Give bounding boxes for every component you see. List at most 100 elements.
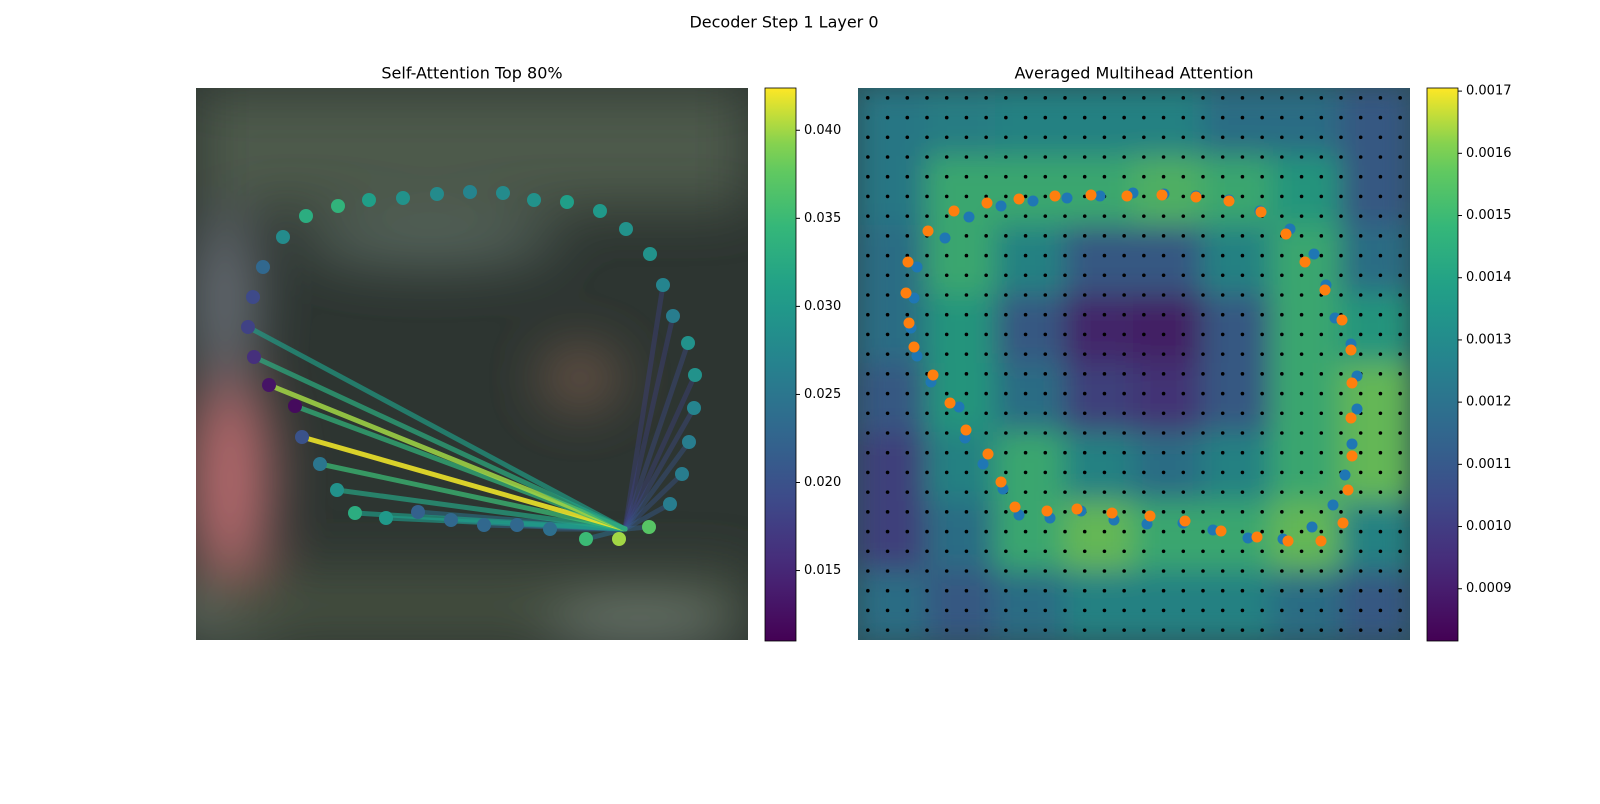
point <box>922 225 934 237</box>
grid-dot <box>1142 549 1146 554</box>
grid-dot <box>1023 549 1028 554</box>
grid-dot <box>1082 273 1087 278</box>
grid-dot <box>1319 588 1324 593</box>
grid-dot <box>1122 332 1126 337</box>
grid-dot <box>1063 391 1067 396</box>
grid-dot <box>1181 293 1186 297</box>
grid-dot <box>1004 588 1008 593</box>
point <box>477 518 491 532</box>
grid-dot <box>1398 352 1402 356</box>
grid-dot <box>1240 549 1245 554</box>
grid-dot <box>1240 194 1245 199</box>
point <box>1342 484 1354 496</box>
grid-dot <box>885 490 890 494</box>
grid-dot <box>984 293 988 297</box>
grid-dot <box>905 352 910 356</box>
grid-dot <box>925 293 929 297</box>
grid-dot <box>885 234 890 238</box>
grid-dot <box>1201 569 1205 573</box>
grid-dot <box>1378 490 1383 494</box>
point <box>612 532 626 546</box>
point <box>1351 403 1363 415</box>
grid-dot <box>1181 608 1186 613</box>
grid-dot <box>925 470 929 475</box>
grid-dot <box>1280 608 1284 613</box>
grid-dot <box>1260 411 1264 416</box>
grid-dot <box>905 431 910 435</box>
grid-dot <box>1319 253 1324 258</box>
grid-dot <box>1319 628 1324 632</box>
grid-dot <box>1082 608 1087 613</box>
heatmap-cell <box>926 88 997 158</box>
point <box>1306 521 1318 533</box>
grid-dot <box>885 510 890 514</box>
grid-dot <box>1122 96 1126 100</box>
heatmap-cell <box>1340 570 1410 640</box>
grid-dot <box>1339 96 1343 100</box>
figure-title: Decoder Step 1 Layer 0 <box>689 13 878 32</box>
grid-dot <box>1063 155 1067 159</box>
grid-dot <box>1319 529 1324 534</box>
grid-dot <box>1161 293 1166 297</box>
point <box>1071 503 1083 515</box>
grid-dot <box>1023 628 1028 632</box>
point <box>463 185 477 199</box>
grid-dot <box>1319 450 1324 455</box>
grid-dot <box>1319 391 1324 396</box>
grid-dot <box>1358 234 1363 238</box>
grid-dot <box>885 273 890 278</box>
grid-dot <box>1378 332 1383 337</box>
grid-dot <box>1220 391 1225 396</box>
grid-dot <box>1260 293 1264 297</box>
grid-dot <box>905 588 910 593</box>
grid-dot <box>1201 96 1205 100</box>
grid-dot <box>1004 174 1008 179</box>
grid-dot <box>1378 253 1383 258</box>
grid-dot <box>925 549 929 554</box>
grid-dot <box>905 115 910 120</box>
grid-dot <box>1378 372 1383 376</box>
grid-dot <box>984 431 988 435</box>
point <box>688 368 702 382</box>
grid-dot <box>1240 332 1245 337</box>
grid-dot <box>1142 135 1146 140</box>
grid-dot <box>1378 529 1383 534</box>
grid-dot <box>1398 293 1402 297</box>
grid-dot <box>1240 234 1245 238</box>
grid-dot <box>1260 194 1264 199</box>
grid-dot <box>1181 411 1186 416</box>
grid-dot <box>1161 253 1166 258</box>
point <box>666 309 680 323</box>
grid-dot <box>984 115 988 120</box>
grid-dot <box>1240 253 1245 258</box>
grid-dot <box>1339 549 1343 554</box>
grid-dot <box>1142 372 1146 376</box>
point <box>313 457 327 471</box>
heatmap-cell <box>1271 570 1342 640</box>
point <box>262 378 276 392</box>
grid-dot <box>1023 588 1028 593</box>
grid-dot <box>1201 490 1205 494</box>
grid-dot <box>1004 372 1008 376</box>
grid-dot <box>1181 273 1186 278</box>
grid-dot <box>1398 372 1402 376</box>
grid-dot <box>1004 293 1008 297</box>
grid-dot <box>1063 450 1067 455</box>
grid-dot <box>925 391 929 396</box>
point <box>1207 524 1219 536</box>
grid-dot <box>1161 273 1166 278</box>
heatmap-cells <box>858 88 1410 640</box>
grid-dot <box>1102 273 1107 278</box>
grid-dot <box>1358 549 1363 554</box>
point <box>1346 450 1358 462</box>
grid-dot <box>1004 510 1008 514</box>
grid-dot <box>885 411 890 416</box>
grid-dot <box>1201 372 1205 376</box>
grid-dot <box>1063 588 1067 593</box>
grid-dot <box>1201 588 1205 593</box>
grid-dot <box>1339 391 1343 396</box>
grid-dot <box>1161 608 1166 613</box>
grid-dot <box>1161 450 1166 455</box>
grid-dot <box>1201 431 1205 435</box>
grid-dot <box>1102 214 1107 218</box>
